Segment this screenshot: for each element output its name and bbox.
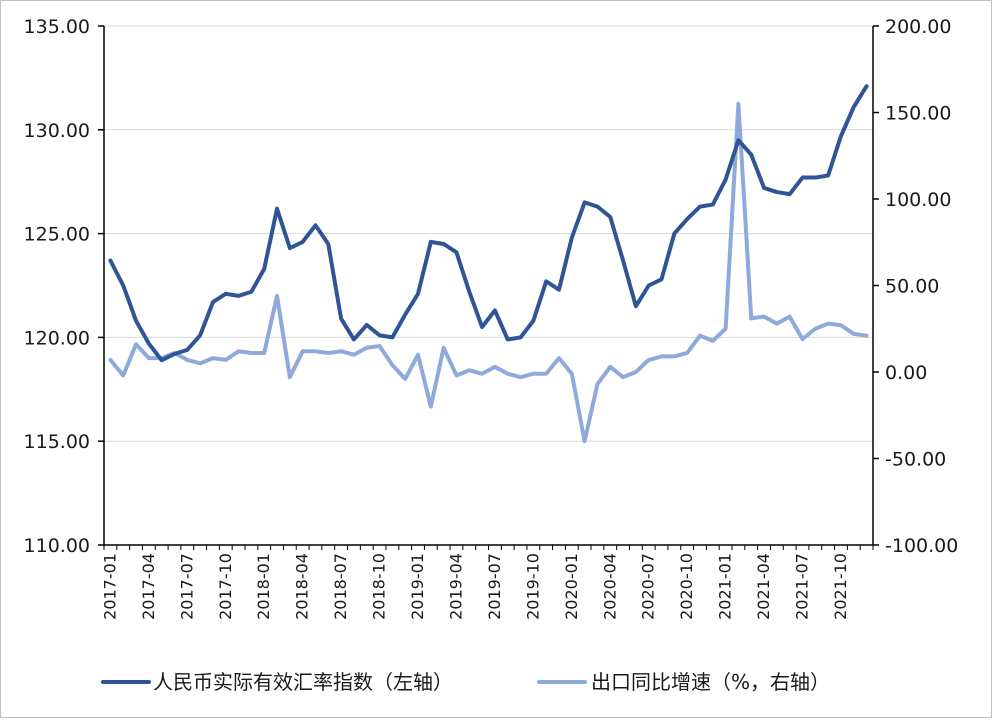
- legend: 人民币实际有效汇率指数（左轴） 出口同比增速（%，右轴）: [101, 670, 830, 694]
- x-tick-label: 2021-04: [754, 553, 773, 620]
- x-tick-label: 2019-01: [408, 553, 427, 620]
- x-tick-label: 2021-01: [716, 553, 735, 620]
- y-left-tick-label: 120.00: [24, 327, 90, 349]
- y-right-tick-label: 50.00: [885, 276, 939, 298]
- x-tick-label: 2019-07: [485, 553, 504, 620]
- x-tick-label: 2018-10: [370, 553, 389, 620]
- x-tick-label: 2020-04: [600, 553, 619, 620]
- y-right-tick-label: -50.00: [885, 449, 946, 471]
- legend-label-rmb-index: 人民币实际有效汇率指数（左轴）: [153, 670, 453, 694]
- x-tick-label: 2017-04: [139, 553, 158, 620]
- y-left-tick-label: 115.00: [24, 431, 90, 453]
- grid-layer: [104, 25, 873, 442]
- y-left-tick-label: 130.00: [24, 120, 90, 142]
- y-right-tick-label: 100.00: [885, 189, 951, 211]
- legend-label-export-growth: 出口同比增速（%，右轴）: [591, 670, 830, 694]
- series-layer: [108, 84, 869, 444]
- x-tick-label: 2020-07: [639, 553, 658, 620]
- x-tick-label: 2018-01: [254, 553, 273, 620]
- x-tick-label: 2017-01: [100, 553, 119, 620]
- y-right-tick-label: 0.00: [885, 362, 927, 384]
- x-tick-label: 2021-07: [793, 553, 812, 620]
- y-left-tick-label: 135.00: [24, 16, 90, 38]
- y-left-tick-label: 110.00: [24, 535, 90, 557]
- x-tick-label: 2017-07: [177, 553, 196, 620]
- x-tick-label: 2019-04: [446, 553, 465, 620]
- x-tick-label: 2018-04: [293, 553, 312, 620]
- y-right-tick-label: 150.00: [885, 103, 951, 125]
- x-tick-label: 2020-01: [562, 553, 581, 620]
- series-line-rmb-index: [108, 84, 869, 363]
- x-tick-label: 2021-10: [831, 553, 850, 620]
- x-tick-label: 2017-10: [216, 553, 235, 620]
- x-tick-label: 2018-07: [331, 553, 350, 620]
- y-right-tick-label: -100.00: [885, 535, 958, 557]
- y-right-tick-label: 200.00: [885, 16, 951, 38]
- x-tick-label: 2020-10: [677, 553, 696, 620]
- y-left-tick-label: 125.00: [24, 224, 90, 246]
- x-tick-label: 2019-10: [523, 553, 542, 620]
- axes-layer: 110.00 115.00 120.00 125.00 130.00 135.00 -100…: [24, 16, 959, 620]
